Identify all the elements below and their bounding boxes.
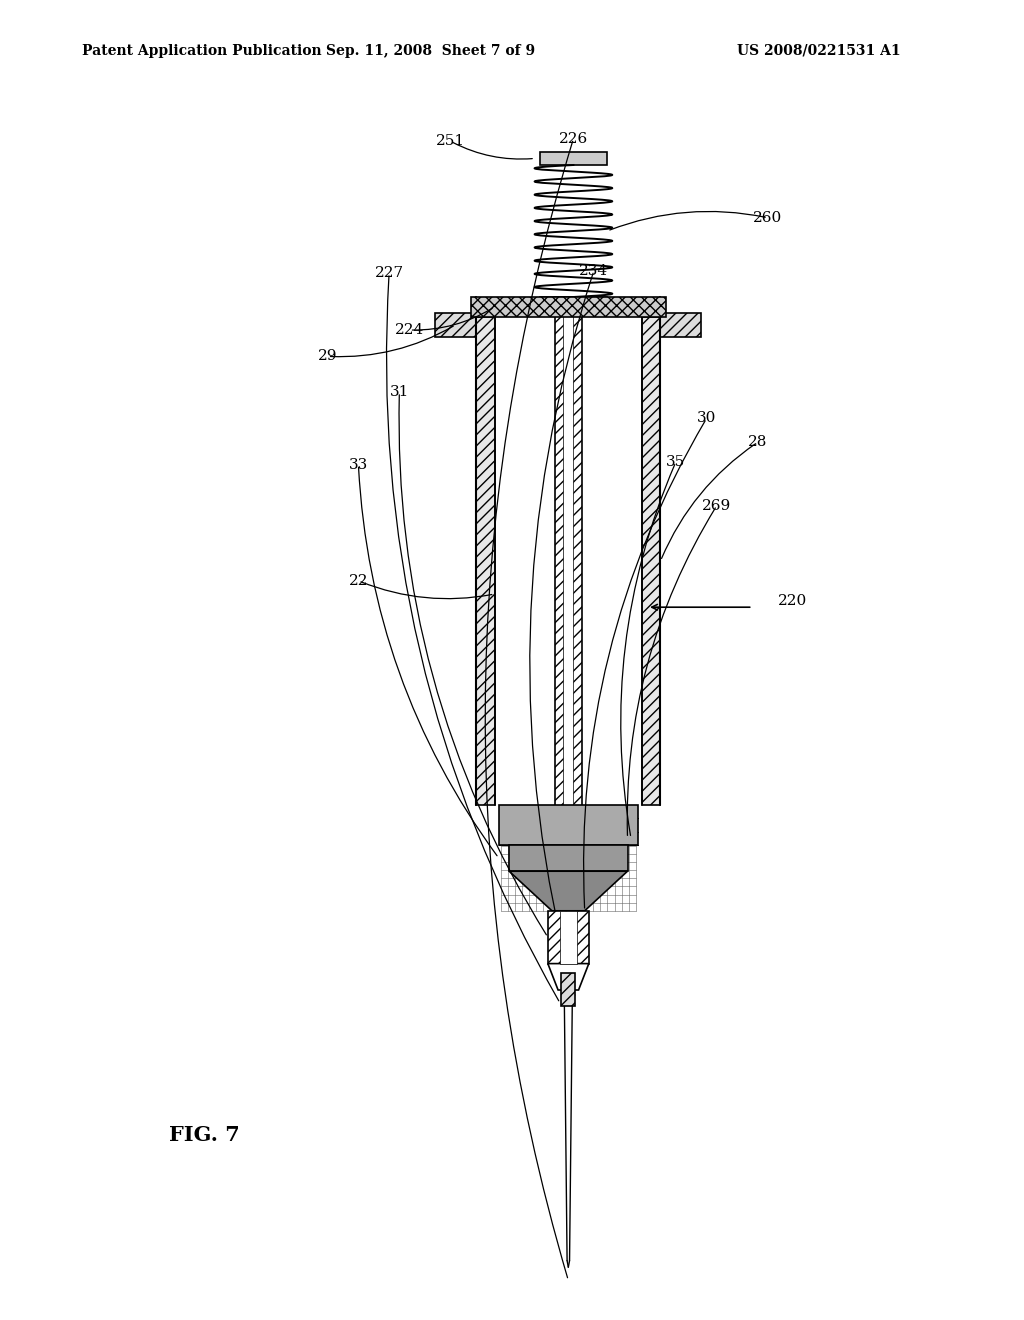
FancyBboxPatch shape [548, 911, 589, 964]
FancyBboxPatch shape [561, 973, 575, 1006]
FancyBboxPatch shape [435, 313, 476, 337]
FancyBboxPatch shape [499, 805, 638, 845]
FancyBboxPatch shape [563, 297, 573, 950]
FancyBboxPatch shape [555, 297, 582, 950]
Polygon shape [548, 964, 589, 990]
FancyBboxPatch shape [509, 845, 628, 871]
FancyBboxPatch shape [495, 317, 642, 805]
Text: 224: 224 [395, 323, 424, 337]
Text: 234: 234 [580, 264, 608, 277]
Text: 260: 260 [754, 211, 782, 224]
FancyBboxPatch shape [541, 152, 606, 165]
FancyBboxPatch shape [560, 911, 577, 964]
Text: FIG. 7: FIG. 7 [169, 1125, 241, 1146]
Text: 31: 31 [390, 385, 409, 399]
Text: US 2008/0221531 A1: US 2008/0221531 A1 [737, 44, 901, 58]
Text: 220: 220 [778, 594, 808, 607]
Text: 251: 251 [436, 135, 465, 148]
Text: 29: 29 [317, 350, 338, 363]
Text: 28: 28 [749, 436, 767, 449]
Text: 22: 22 [348, 574, 369, 587]
Text: 30: 30 [697, 412, 716, 425]
Text: 35: 35 [667, 455, 685, 469]
Text: 33: 33 [349, 458, 368, 471]
Text: 269: 269 [702, 499, 731, 512]
FancyBboxPatch shape [476, 317, 495, 805]
FancyBboxPatch shape [642, 317, 660, 805]
FancyBboxPatch shape [541, 297, 606, 310]
Text: Sep. 11, 2008  Sheet 7 of 9: Sep. 11, 2008 Sheet 7 of 9 [326, 44, 535, 58]
FancyBboxPatch shape [660, 313, 701, 337]
Polygon shape [509, 871, 628, 911]
FancyBboxPatch shape [471, 297, 666, 317]
Text: 226: 226 [559, 132, 588, 145]
Text: 227: 227 [375, 267, 403, 280]
Text: Patent Application Publication: Patent Application Publication [82, 44, 322, 58]
